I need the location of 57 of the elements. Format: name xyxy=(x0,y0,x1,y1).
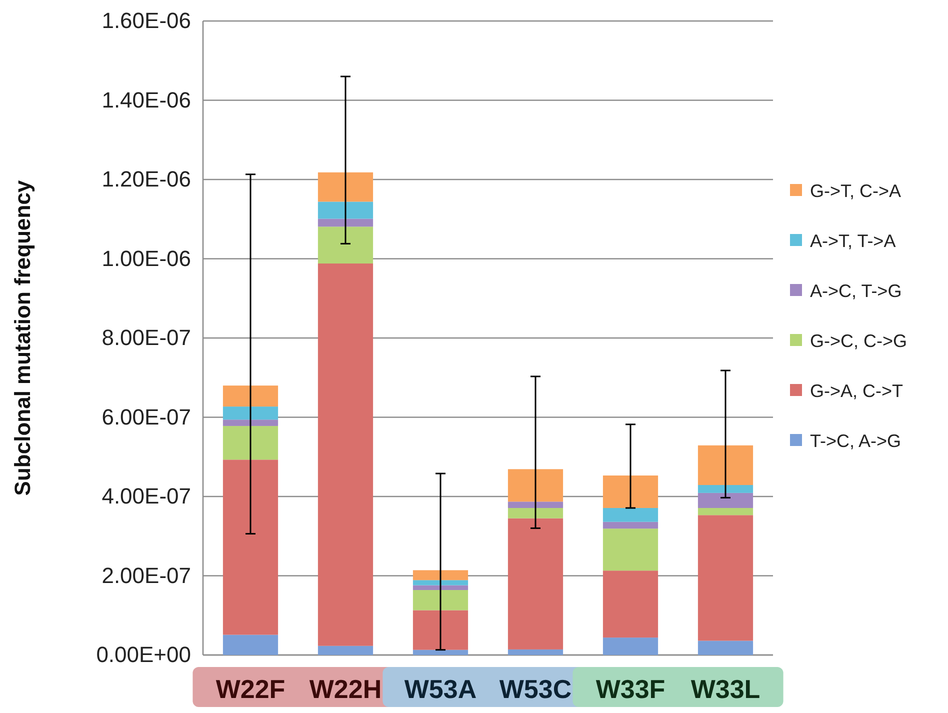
bar xyxy=(412,570,468,580)
bar xyxy=(698,640,754,655)
bar xyxy=(508,518,564,650)
bar xyxy=(222,634,278,655)
bar xyxy=(698,485,754,493)
y-tick-label: 2.00E-07 xyxy=(102,562,191,588)
y-tick-label: 1.40E-06 xyxy=(102,87,191,112)
legend-label: G->A, C->T xyxy=(810,381,904,401)
legend-label: A->C, T->G xyxy=(810,281,902,301)
x-tick-label: W53A xyxy=(404,674,477,704)
bar xyxy=(412,580,468,586)
bar xyxy=(222,426,278,460)
bar xyxy=(698,515,754,641)
x-tick-label: W33F xyxy=(596,674,666,704)
bar xyxy=(602,638,658,655)
bar xyxy=(318,646,374,655)
bar xyxy=(222,460,278,635)
y-tick-label: 0.00E+00 xyxy=(96,642,191,668)
x-tick-label: W33L xyxy=(690,674,760,704)
legend-label: A->T, T->A xyxy=(810,231,896,251)
bar xyxy=(318,172,374,202)
y-tick-label: 1.00E-06 xyxy=(102,246,191,271)
bar xyxy=(412,590,468,610)
bar xyxy=(698,492,754,508)
bar xyxy=(602,570,658,638)
y-tick-label: 1.60E-06 xyxy=(102,8,191,34)
legend-label: T->C, A->G xyxy=(810,431,902,451)
bar xyxy=(318,226,374,264)
y-tick-label: 8.00E-07 xyxy=(102,325,191,350)
bar xyxy=(222,406,278,420)
bar xyxy=(508,502,564,508)
legend-label: G->T, C->A xyxy=(810,181,902,201)
bar xyxy=(508,649,564,655)
x-tick-label: W53C xyxy=(499,674,572,704)
bar xyxy=(602,476,658,508)
y-tick-label: 6.00E-07 xyxy=(102,404,191,430)
bar xyxy=(698,508,754,516)
bar xyxy=(412,610,468,650)
bar xyxy=(412,585,468,590)
bar xyxy=(318,264,374,646)
y-axis-title: Subclonal mutation frequency xyxy=(10,180,35,496)
bar xyxy=(222,386,278,407)
x-tick-label: W22F xyxy=(216,674,286,704)
x-tick-label: W22H xyxy=(309,674,382,704)
bar xyxy=(412,650,468,655)
y-tick-label: 4.00E-07 xyxy=(102,484,191,509)
bar xyxy=(222,420,278,426)
bar xyxy=(508,469,564,502)
legend-label: G->C, C->G xyxy=(810,331,908,351)
bar xyxy=(318,218,374,227)
bar xyxy=(602,508,658,522)
bar xyxy=(698,445,754,486)
bar xyxy=(602,522,658,529)
bar xyxy=(508,508,564,518)
bar xyxy=(602,528,658,571)
y-tick-label: 1.20E-06 xyxy=(102,166,191,192)
bar xyxy=(318,202,374,219)
